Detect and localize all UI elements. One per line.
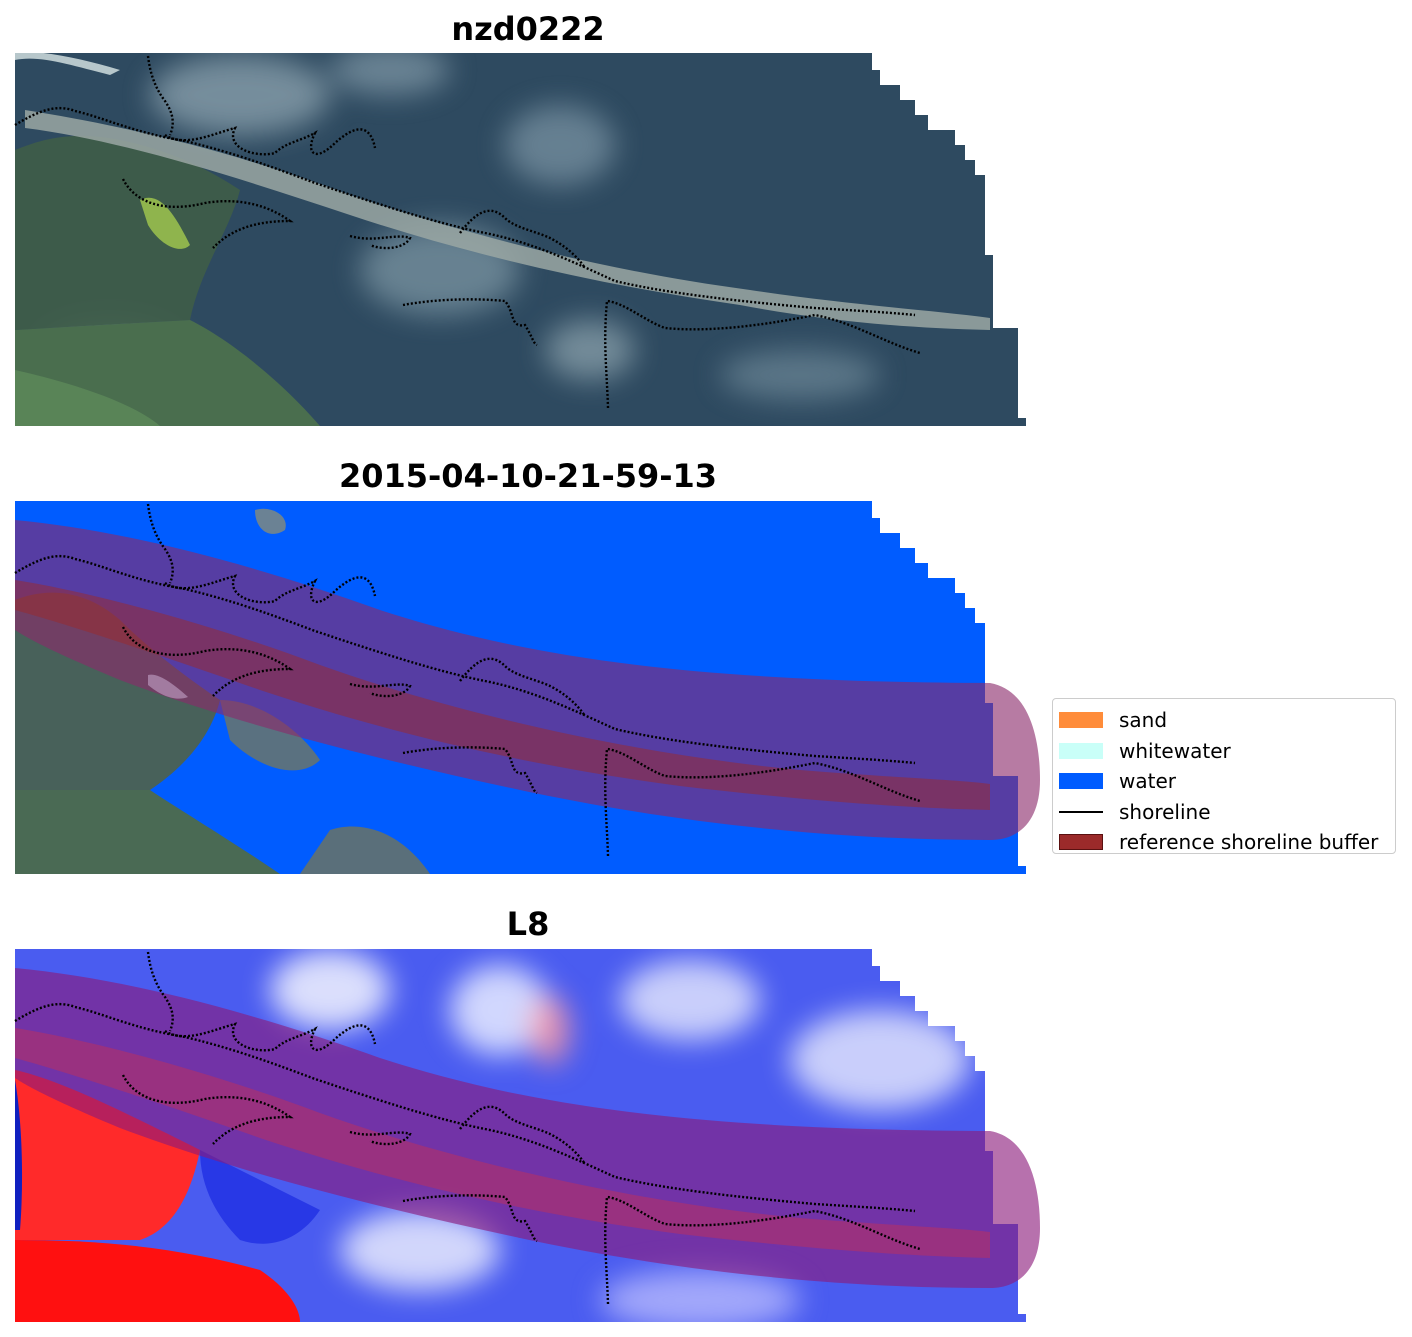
- legend-label-sand: sand: [1119, 708, 1168, 733]
- legend-label-shoreline: shoreline: [1119, 799, 1211, 824]
- water-swatch: [1059, 773, 1103, 790]
- panel-title-3: L8: [506, 905, 550, 943]
- legend-item-sand: sand: [1059, 705, 1389, 736]
- buffer-panel-2: [15, 520, 1040, 840]
- shoreline-line-icon: [1059, 810, 1103, 813]
- panel-image-1: [15, 53, 1026, 426]
- legend-item-whitewater: whitewater: [1059, 736, 1389, 767]
- legend-label-water: water: [1119, 769, 1176, 794]
- whitewater-swatch: [1059, 742, 1103, 759]
- buffer-panel-3: [15, 968, 1040, 1288]
- legend: sand whitewater water shoreline referenc…: [1052, 698, 1396, 854]
- panel-title-2: 2015-04-10-21-59-13: [338, 457, 718, 495]
- sand-swatch: [1059, 712, 1103, 729]
- panel-title-1: nzd0222: [451, 10, 605, 48]
- legend-label-whitewater: whitewater: [1119, 738, 1231, 763]
- legend-item-buffer: reference shoreline buffer: [1059, 827, 1389, 858]
- buffer-swatch: [1059, 834, 1103, 851]
- legend-label-buffer: reference shoreline buffer: [1119, 830, 1379, 855]
- legend-item-water: water: [1059, 766, 1389, 797]
- legend-item-shoreline: shoreline: [1059, 797, 1389, 828]
